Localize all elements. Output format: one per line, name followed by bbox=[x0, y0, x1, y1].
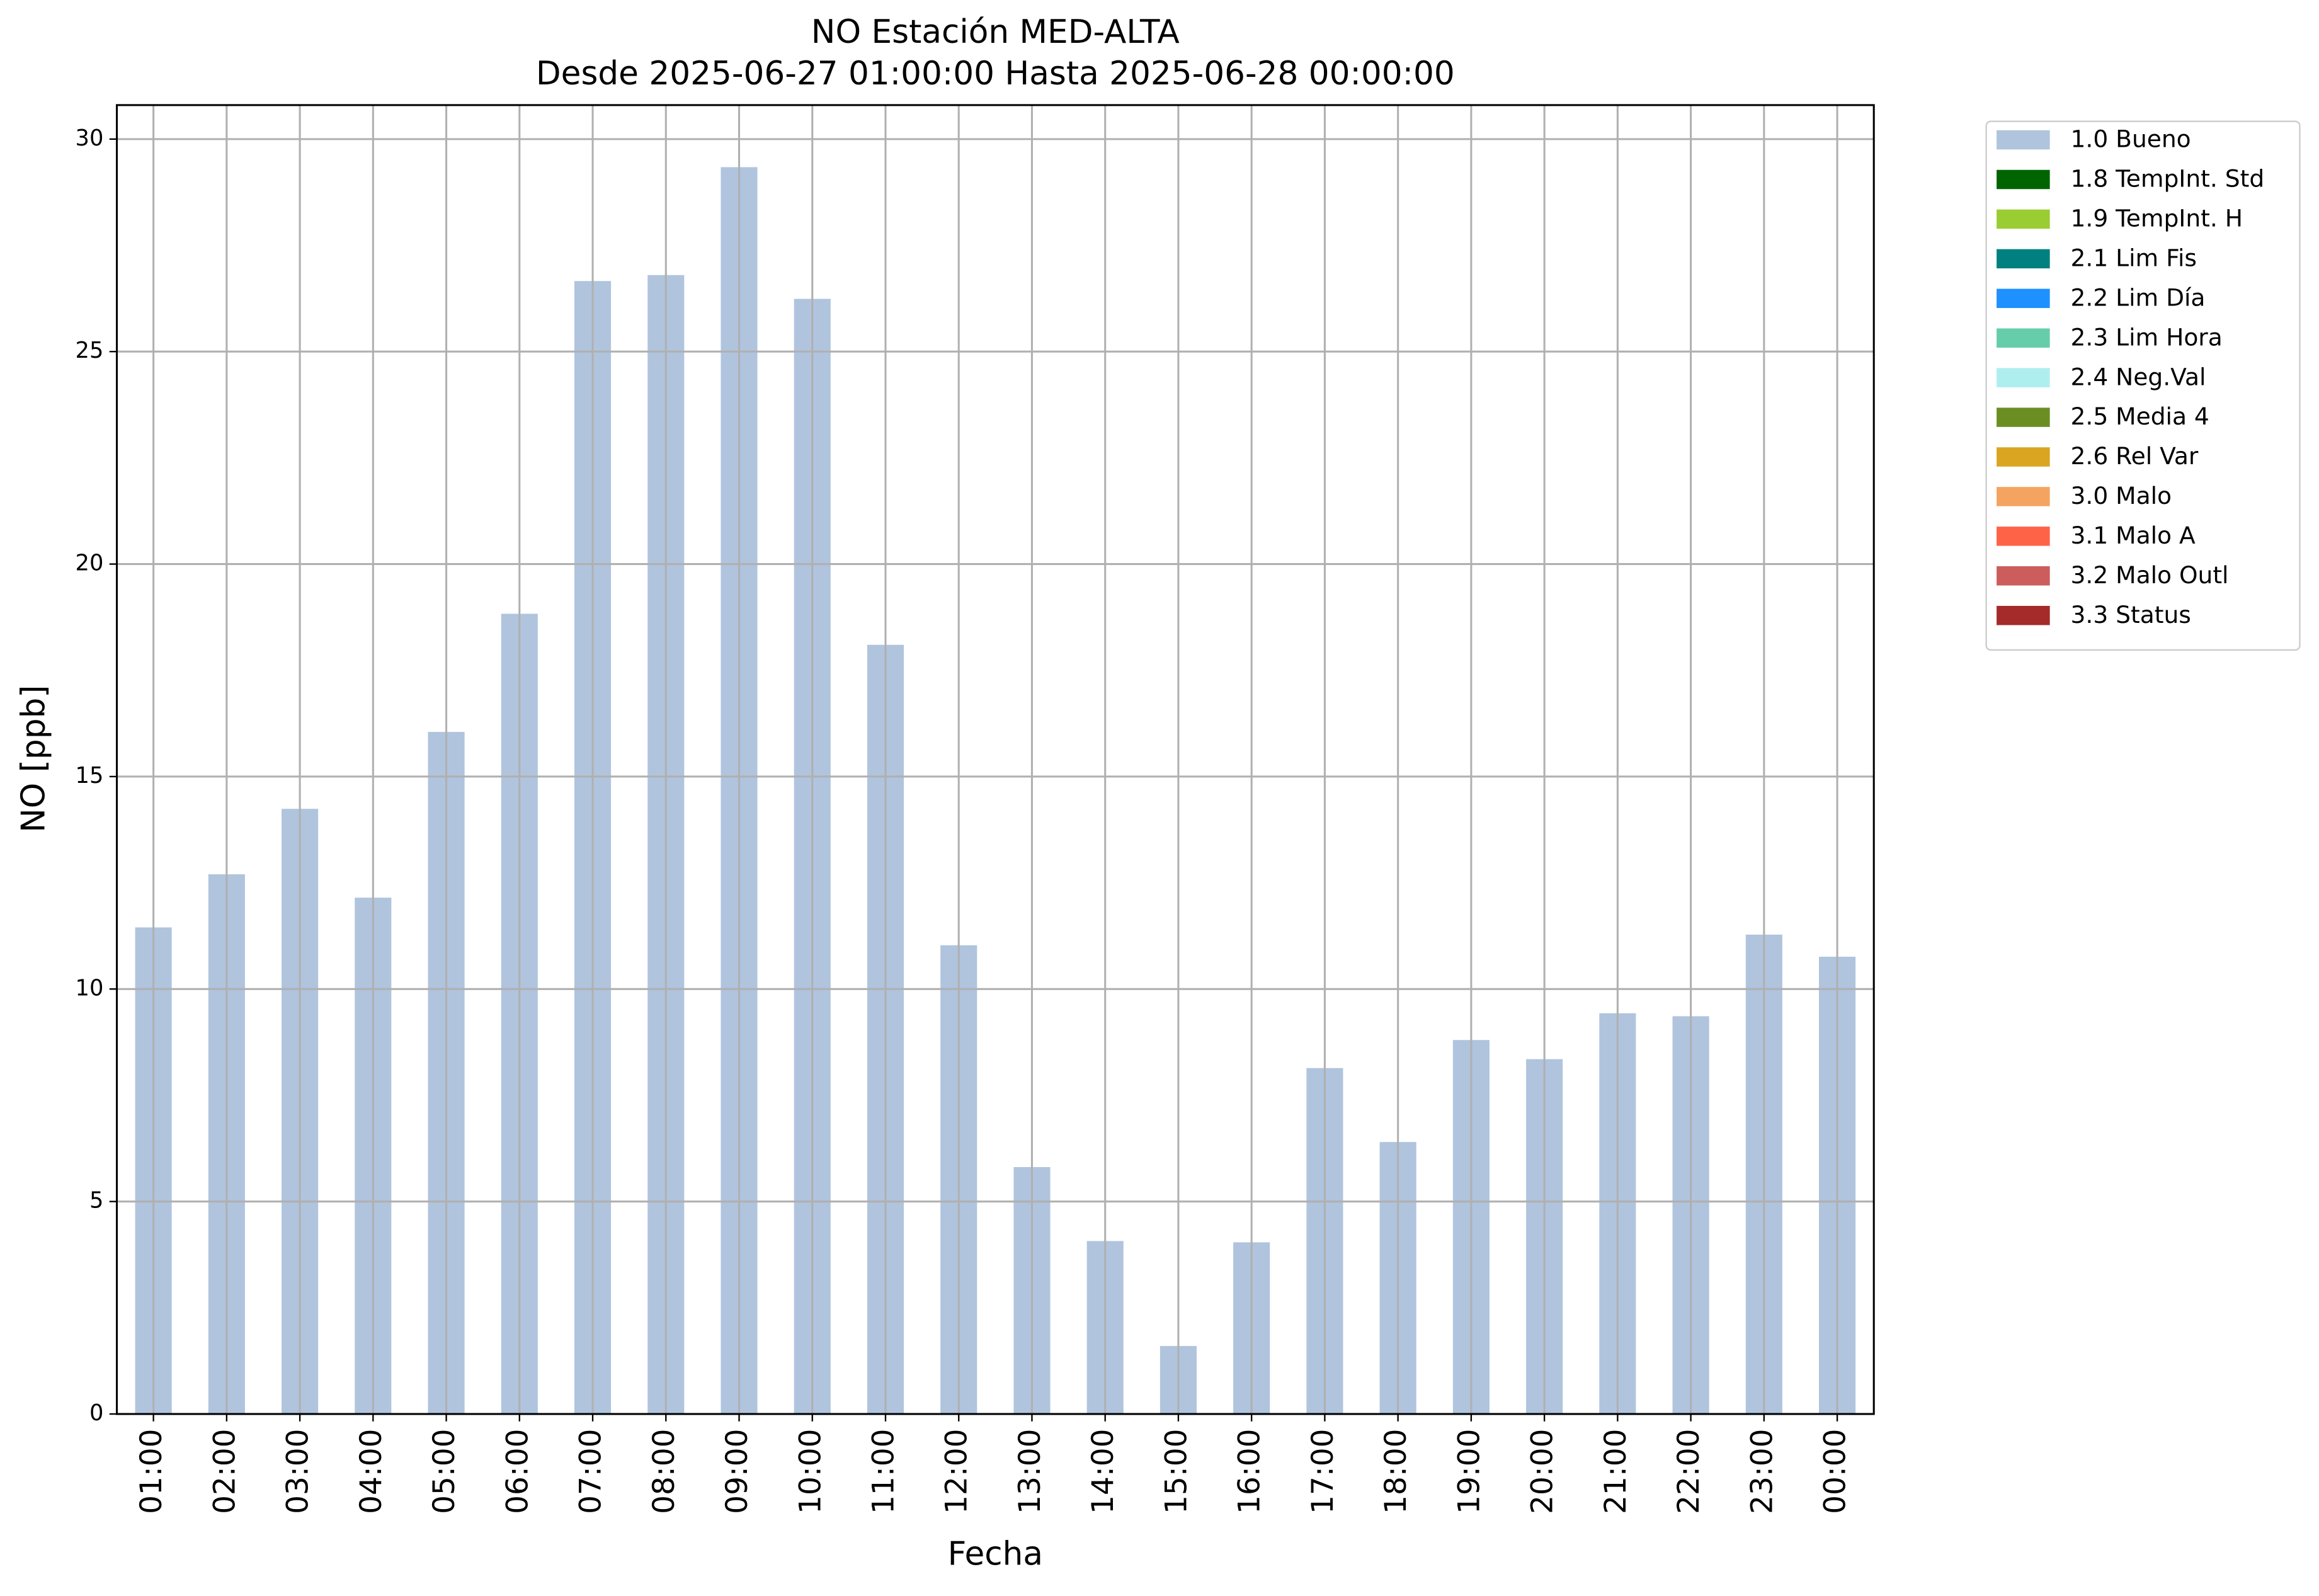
legend-label: 3.2 Malo Outl bbox=[2071, 561, 2229, 589]
legend-label: 3.0 Malo bbox=[2071, 482, 2172, 510]
legend-label: 3.1 Malo A bbox=[2071, 522, 2196, 549]
x-tick-label: 08:00 bbox=[647, 1429, 681, 1514]
legend-label: 2.2 Lim Día bbox=[2071, 283, 2206, 311]
x-tick-label: 21:00 bbox=[1598, 1429, 1633, 1514]
y-tick-label: 25 bbox=[76, 338, 104, 363]
legend-label: 2.1 Lim Fis bbox=[2071, 244, 2197, 272]
x-tick-label: 23:00 bbox=[1745, 1429, 1779, 1514]
x-tick-label: 11:00 bbox=[866, 1429, 901, 1514]
x-tick-label: 06:00 bbox=[500, 1429, 535, 1514]
x-axis-label: Fecha bbox=[948, 1535, 1043, 1573]
legend-swatch bbox=[1997, 605, 2050, 625]
x-tick-label: 13:00 bbox=[1013, 1429, 1047, 1514]
x-tick-label: 07:00 bbox=[574, 1429, 608, 1514]
y-tick-label: 20 bbox=[76, 550, 104, 576]
y-tick-label: 30 bbox=[76, 125, 104, 151]
x-tick-label: 18:00 bbox=[1379, 1429, 1413, 1514]
legend-label: 2.6 Rel Var bbox=[2071, 442, 2199, 470]
legend-label: 1.0 Bueno bbox=[2071, 125, 2191, 153]
x-tick-label: 00:00 bbox=[1818, 1429, 1853, 1514]
x-tick-label: 05:00 bbox=[427, 1429, 462, 1514]
y-axis-label: NO [ppb] bbox=[14, 685, 52, 833]
x-tick-label: 14:00 bbox=[1086, 1429, 1120, 1514]
legend-swatch bbox=[1997, 288, 2050, 309]
x-tick-label: 20:00 bbox=[1525, 1429, 1560, 1514]
legend-swatch bbox=[1997, 527, 2050, 546]
legend-swatch bbox=[1997, 566, 2050, 586]
legend-label: 2.4 Neg.Val bbox=[2071, 363, 2206, 390]
legend-box bbox=[1985, 120, 2301, 651]
x-tick-label: 15:00 bbox=[1159, 1429, 1194, 1514]
y-tick-label: 10 bbox=[76, 975, 104, 1001]
x-tick-label: 09:00 bbox=[720, 1429, 755, 1514]
x-tick-label: 12:00 bbox=[940, 1429, 974, 1514]
x-tick-label: 16:00 bbox=[1233, 1429, 1267, 1514]
chart-subtitle: Desde 2025-06-27 01:00:00 Hasta 2025-06-… bbox=[536, 55, 1455, 93]
chart-title: NO Estación MED-ALTA bbox=[811, 13, 1180, 51]
legend-swatch bbox=[1997, 209, 2050, 229]
y-tick-label: 5 bbox=[89, 1188, 103, 1214]
x-tick-label: 01:00 bbox=[134, 1429, 169, 1514]
legend-swatch bbox=[1997, 130, 2050, 150]
legend-label: 2.3 Lim Hora bbox=[2071, 323, 2223, 351]
legend-swatch bbox=[1997, 169, 2050, 190]
y-tick-label: 0 bbox=[89, 1400, 103, 1426]
y-tick-label: 15 bbox=[76, 763, 104, 789]
plot-frame bbox=[115, 104, 1875, 1415]
legend-swatch bbox=[1997, 408, 2050, 427]
legend-swatch bbox=[1997, 368, 2050, 387]
x-tick-label: 10:00 bbox=[793, 1429, 828, 1514]
x-tick-label: 02:00 bbox=[207, 1429, 242, 1514]
x-tick-label: 19:00 bbox=[1452, 1429, 1486, 1514]
legend-swatch bbox=[1997, 249, 2050, 269]
x-tick-label: 04:00 bbox=[354, 1429, 389, 1514]
x-tick-label: 03:00 bbox=[281, 1429, 316, 1514]
x-tick-label: 17:00 bbox=[1306, 1429, 1340, 1514]
legend-label: 2.5 Media 4 bbox=[2071, 402, 2209, 430]
legend-swatch bbox=[1997, 447, 2050, 467]
legend-swatch bbox=[1997, 328, 2050, 348]
legend-swatch bbox=[1997, 487, 2050, 506]
legend-label: 1.8 TempInt. Std bbox=[2071, 165, 2265, 193]
x-tick-label: 22:00 bbox=[1672, 1429, 1706, 1514]
legend-label: 3.3 Status bbox=[2071, 601, 2191, 629]
legend-label: 1.9 TempInt. H bbox=[2071, 205, 2243, 232]
